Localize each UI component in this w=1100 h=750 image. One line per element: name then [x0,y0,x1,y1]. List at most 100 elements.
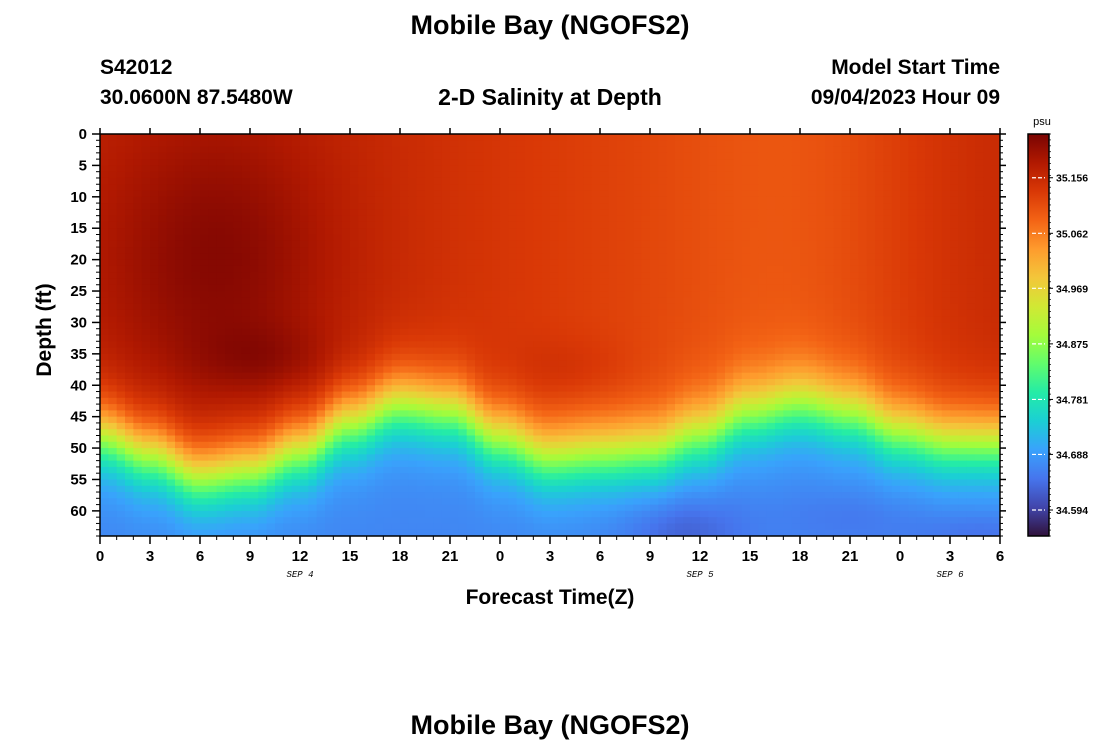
heatmap-cell [925,353,934,361]
heatmap-cell [650,397,659,405]
heatmap-cell [483,215,493,223]
heatmap-cell [466,366,476,374]
heatmap-cell [341,303,351,311]
heatmap-cell [991,322,1000,330]
heatmap-cell [616,272,626,280]
heatmap-cell [950,152,959,160]
heatmap-cell [183,152,193,160]
heatmap-cell [441,366,451,374]
heatmap-cell [600,265,609,273]
heatmap-cell [108,309,118,317]
heatmap-cell [150,284,159,292]
heatmap-cell [916,303,926,311]
heatmap-cell [808,140,818,148]
heatmap-cell [183,146,193,154]
heatmap-cell [558,385,568,393]
heatmap-cell [766,152,776,160]
heatmap-cell [216,366,226,374]
heatmap-cell [908,347,918,355]
heatmap-cell [275,134,284,141]
heatmap-cell [783,391,793,399]
heatmap-cell [783,209,793,217]
heatmap-cell [458,247,468,254]
heatmap-cell [266,152,276,160]
heatmap-cell [833,303,843,311]
heatmap-cell [966,240,976,248]
heatmap-cell [116,209,126,217]
heatmap-cell [483,196,493,204]
heatmap-cell [916,259,926,267]
heatmap-cell [941,360,951,368]
heatmap-cell [541,140,551,148]
heatmap-cell [891,391,901,399]
heatmap-cell [125,416,134,424]
heatmap-cell [841,209,851,217]
heatmap-cell [658,265,668,273]
heatmap-cell [616,353,626,361]
heatmap-cell [800,184,809,192]
heatmap-cell [625,196,634,204]
heatmap-cell [100,234,109,242]
heatmap-cell [166,209,176,217]
heatmap-cell [575,247,584,254]
heatmap-cell [591,291,601,298]
heatmap-cell [483,284,493,292]
heatmap-cell [650,209,659,217]
heatmap-cell [841,316,851,324]
heatmap-cell [875,410,884,418]
heatmap-cell [433,341,443,349]
heatmap-cell [716,203,726,210]
heatmap-cell [891,284,901,292]
heatmap-cell [441,190,451,198]
heatmap-cell [325,341,334,349]
heatmap-cell [491,215,501,223]
heatmap-cell [158,215,168,223]
heatmap-cell [816,165,826,173]
heatmap-cell [400,335,409,342]
heatmap-cell [575,253,584,261]
heatmap-cell [516,385,526,393]
heatmap-cell [958,253,968,261]
heatmap-cell [291,196,301,204]
heatmap-cell [800,360,809,368]
heatmap-cell [200,265,209,273]
heatmap-cell [500,209,509,217]
heatmap-cell [533,372,543,380]
heatmap-cell [733,328,743,336]
heatmap-cell [433,397,443,405]
heatmap-cell [975,322,984,330]
heatmap-cell [300,378,309,386]
heatmap-cell [616,322,626,330]
heatmap-cell [258,140,268,148]
heatmap-cell [250,184,259,192]
heatmap-cell [816,360,826,368]
heatmap-cell [433,253,443,261]
heatmap-cell [683,177,693,185]
heatmap-cell [825,360,834,368]
heatmap-cell [516,240,526,248]
heatmap-cell [700,303,709,311]
heatmap-cell [950,265,959,273]
heatmap-cell [108,366,118,374]
heatmap-cell [591,360,601,368]
heatmap-cell [916,247,926,254]
heatmap-cell [191,253,201,261]
heatmap-cell [708,247,718,254]
heatmap-cell [683,353,693,361]
heatmap-cell [225,265,234,273]
heatmap-cell [400,253,409,261]
heatmap-cell [766,397,776,405]
heatmap-cell [675,391,684,399]
heatmap-cell [700,322,709,330]
heatmap-cell [425,165,434,173]
heatmap-cell [758,347,768,355]
heatmap-cell [233,177,243,185]
heatmap-cell [975,215,984,223]
heatmap-cell [241,146,251,154]
heatmap-cell [941,272,951,280]
heatmap-cell [416,328,426,336]
heatmap-cell [150,234,159,242]
heatmap-cell [191,152,201,160]
heatmap-cell [333,353,343,361]
heatmap-cell [983,303,993,311]
